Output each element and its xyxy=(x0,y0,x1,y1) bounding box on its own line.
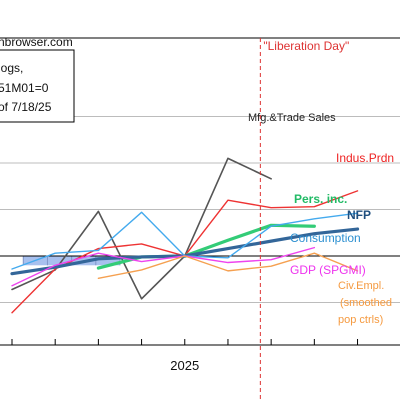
series-line-0 xyxy=(11,157,272,300)
series-label-6: Civ.Empl. (smoothed pop ctrls) xyxy=(338,280,392,326)
legend-line-1: logs, xyxy=(0,61,23,75)
source-label: nbrowser.com xyxy=(0,35,73,49)
x-tick-label-2025: 2025 xyxy=(170,358,199,373)
series-label-line: pop ctrls) xyxy=(338,314,383,326)
series-lines xyxy=(10,157,360,314)
liberation-day-label: "Liberation Day" xyxy=(263,39,349,53)
series-label-3: NFP xyxy=(347,208,371,222)
series-label-line: (smoothed xyxy=(340,297,392,309)
series-label-1: Indus.Prdn xyxy=(336,151,394,165)
series-label-4: Consumption xyxy=(290,231,361,245)
series-label-2: Pers. inc. xyxy=(294,192,347,206)
series-line-6 xyxy=(97,252,359,280)
series-line-2 xyxy=(96,223,316,270)
series-label-0: Mfg.&Trade Sales xyxy=(248,112,336,124)
legend-line-3: of 7/18/25 xyxy=(0,100,52,114)
series-line-5 xyxy=(11,246,316,287)
series-label-line: Civ.Empl. xyxy=(338,280,384,292)
series-label-5: GDP (SPGMI) xyxy=(290,263,366,277)
legend-line-2: 51M01=0 xyxy=(0,81,49,95)
series-labels: Mfg.&Trade Sales Indus.Prdn Pers. inc.NFP C… xyxy=(248,112,394,326)
legend-box xyxy=(0,49,75,123)
